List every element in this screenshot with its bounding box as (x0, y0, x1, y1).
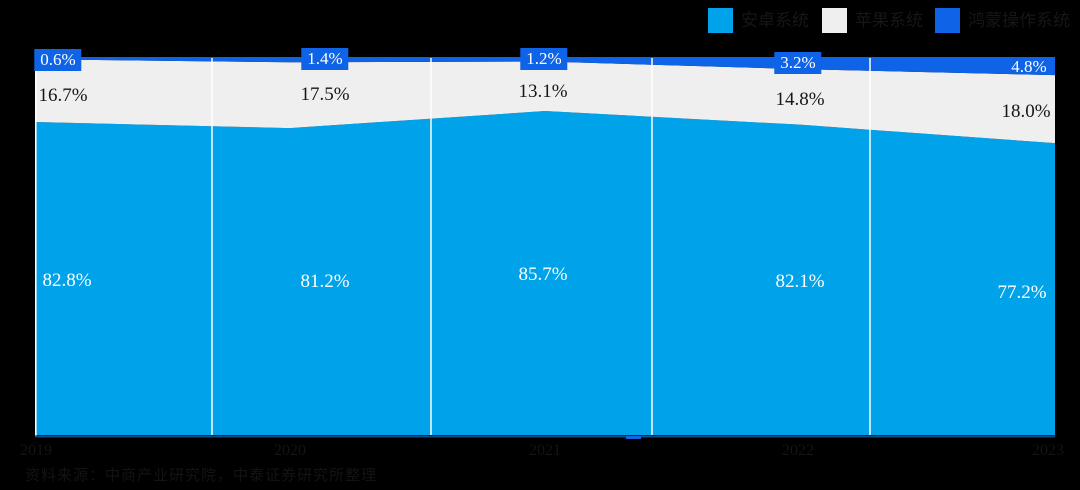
legend-swatch-icon (935, 8, 960, 33)
legend-item-2: 苹果系统 (822, 8, 923, 33)
value-label-series2-2021: 13.1% (518, 81, 568, 102)
legend-label: 鸿蒙操作系统 (968, 11, 1070, 30)
value-label-series3-2021: 1.2% (520, 48, 568, 70)
legend-swatch-icon (708, 8, 733, 33)
value-label-series1-2023: 77.2% (997, 282, 1047, 303)
value-label-series3-2020: 1.4% (301, 48, 349, 70)
legend-item-3: 鸿蒙操作系统 (935, 8, 1070, 33)
x-axis-label-2021: 2021 (529, 442, 561, 459)
legend-label: 安卓系统 (741, 11, 809, 30)
value-label-series3-2023: 4.8% (1011, 57, 1047, 76)
value-label-series2-2020: 17.5% (300, 84, 350, 105)
x-axis-label-2022: 2022 (782, 442, 814, 459)
value-label-series1-2019: 82.8% (42, 270, 92, 291)
legend-label: 苹果系统 (855, 11, 923, 30)
value-label-series2-2019: 16.7% (38, 85, 88, 106)
x-axis-label-2020: 2020 (274, 442, 306, 459)
chart-legend: 安卓系统 苹果系统 鸿蒙操作系统 (0, 0, 1080, 40)
value-label-series2-2022: 14.8% (775, 89, 825, 110)
legend-swatch-icon (822, 8, 847, 33)
value-label-series3-2022: 3.2% (774, 52, 822, 74)
value-label-series2-2023: 18.0% (1001, 101, 1051, 122)
source-note: 资料来源：中商产业研究院，中泰证券研究所整理 (25, 468, 378, 484)
area-series-2 (35, 59, 1055, 144)
value-label-series1-2022: 82.1% (775, 271, 825, 292)
x-axis-label-2023: 2023 (1032, 442, 1064, 459)
area-series-1 (35, 111, 1055, 435)
value-label-series3-2019: 0.6% (34, 49, 82, 71)
value-label-series1-2021: 85.7% (518, 264, 568, 285)
legend-item-1: 安卓系统 (708, 8, 809, 33)
x-axis-label-2019: 2019 (20, 442, 52, 459)
value-label-series1-2020: 81.2% (300, 271, 350, 292)
